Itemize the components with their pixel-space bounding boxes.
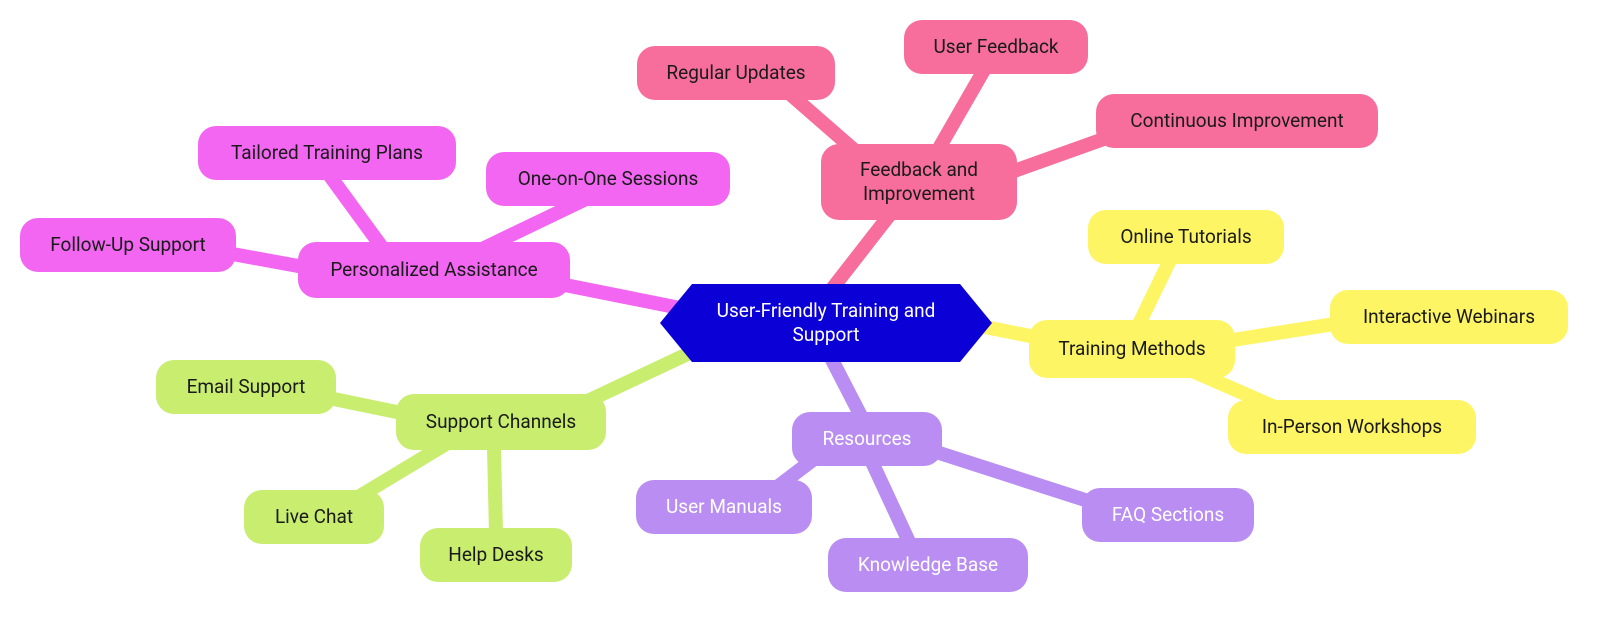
leaf-label: User Feedback xyxy=(933,35,1058,59)
center-node-label: User-Friendly Training and Support xyxy=(660,299,992,347)
leaf-label: Knowledge Base xyxy=(858,553,998,577)
leaf-tailored-training-plans: Tailored Training Plans xyxy=(198,126,456,180)
branch-label: Personalized Assistance xyxy=(330,258,537,282)
branch-label: Feedback and Improvement xyxy=(860,158,978,206)
leaf-online-tutorials: Online Tutorials xyxy=(1088,210,1284,264)
leaf-knowledge-base: Knowledge Base xyxy=(828,538,1028,592)
leaf-label: Interactive Webinars xyxy=(1363,305,1535,329)
leaf-label: Live Chat xyxy=(275,505,353,529)
leaf-in-person-workshops: In-Person Workshops xyxy=(1228,400,1476,454)
leaf-interactive-webinars: Interactive Webinars xyxy=(1330,290,1568,344)
leaf-email-support: Email Support xyxy=(156,360,336,414)
leaf-label: Tailored Training Plans xyxy=(231,141,423,165)
leaf-continuous-improvement: Continuous Improvement xyxy=(1096,94,1378,148)
leaf-help-desks: Help Desks xyxy=(420,528,572,582)
leaf-label: FAQ Sections xyxy=(1112,503,1224,527)
leaf-label: In-Person Workshops xyxy=(1262,415,1442,439)
branch-label: Support Channels xyxy=(426,410,576,434)
branch-label: Resources xyxy=(823,427,912,451)
leaf-user-feedback: User Feedback xyxy=(904,20,1088,74)
branch-support-channels: Support Channels xyxy=(396,394,606,450)
center-node: User-Friendly Training and Support xyxy=(660,284,992,362)
leaf-label: Follow-Up Support xyxy=(50,233,206,257)
leaf-label: Continuous Improvement xyxy=(1130,109,1343,133)
leaf-label: User Manuals xyxy=(666,495,782,519)
branch-training-methods: Training Methods xyxy=(1029,320,1235,378)
branch-feedback: Feedback and Improvement xyxy=(821,144,1017,220)
branch-personalized-assistance: Personalized Assistance xyxy=(298,242,570,298)
leaf-follow-up-support: Follow-Up Support xyxy=(20,218,236,272)
mindmap-canvas: User-Friendly Training and Support Feedba… xyxy=(0,0,1600,632)
leaf-label: One-on-One Sessions xyxy=(518,167,699,191)
leaf-regular-updates: Regular Updates xyxy=(637,46,835,100)
branch-label: Training Methods xyxy=(1058,337,1205,361)
leaf-label: Help Desks xyxy=(448,543,543,567)
leaf-label: Regular Updates xyxy=(666,61,805,85)
leaf-label: Email Support xyxy=(187,375,306,399)
leaf-label: Online Tutorials xyxy=(1120,225,1251,249)
leaf-one-on-one-sessions: One-on-One Sessions xyxy=(486,152,730,206)
leaf-faq-sections: FAQ Sections xyxy=(1082,488,1254,542)
leaf-live-chat: Live Chat xyxy=(244,490,384,544)
branch-resources: Resources xyxy=(792,412,942,466)
leaf-user-manuals: User Manuals xyxy=(636,480,812,534)
